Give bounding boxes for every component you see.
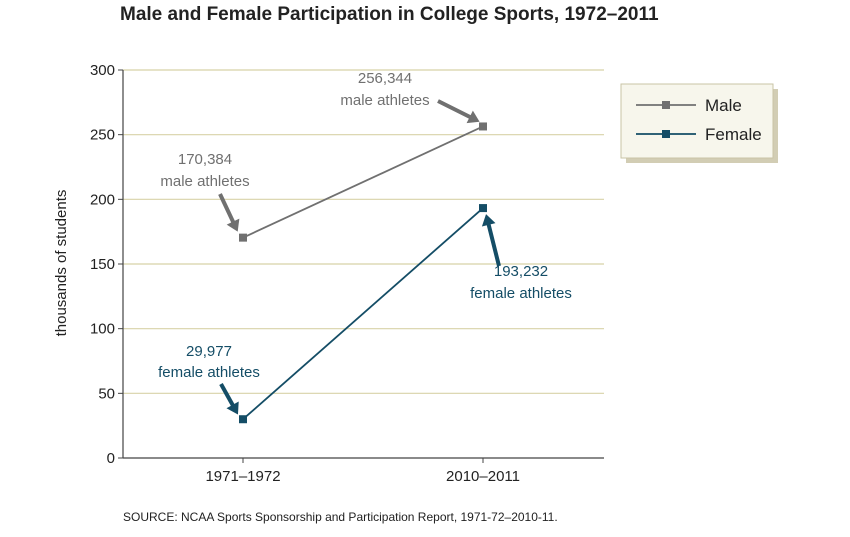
series-line-male [242,125,484,239]
annotation-arrows [218,99,501,415]
annotation-arrow-head [226,401,239,415]
annotation-arrow-head [481,214,496,227]
annotation-arrow-head [466,110,480,124]
annotations: 170,384 male athletes 256,344 male athletes… [158,70,572,381]
legend-marker-female [662,130,670,138]
source-note: SOURCE: NCAA Sports Sponsorship and Part… [123,510,558,524]
x-tick-label: 2010–2011 [446,468,520,485]
y-tick-label: 100 [90,321,115,338]
data-point-female [479,204,487,213]
legend-box [620,83,774,159]
annotation-text: male athletes [160,173,249,190]
annotation-arrow-shaft [485,217,501,267]
annotation-text: 193,232 [494,263,548,280]
annotation-text: 29,977 [186,343,232,360]
annotation-text: female athletes [158,364,260,381]
annotation-arrow-shaft [437,99,477,122]
y-axis-label: thousands of students [53,190,70,337]
x-tick-labels: 1971–1972 2010–2011 [205,468,520,485]
annotation-text: male athletes [340,92,429,109]
chart-title: Male and Female Participation in College… [120,4,659,25]
y-tick-label: 0 [107,450,115,467]
annotation-text: 170,384 [178,151,232,168]
y-tick-label: 250 [90,127,115,144]
axes [118,69,604,463]
data-point-male [479,122,487,131]
annotation-text: female athletes [470,285,572,302]
x-tick-label: 1971–1972 [205,468,280,485]
annotation-text: 256,344 [358,70,412,87]
y-tick-label: 50 [98,385,115,402]
annotation-arrow-head [226,218,240,232]
legend-marker-male [662,101,670,109]
legend: Male Female [620,83,778,163]
y-tick-labels: 0 50 100 150 200 250 300 [90,62,115,467]
grid-lines [123,69,604,394]
legend-label-female: Female [705,125,762,144]
data-point-female [239,415,247,424]
series-line-female [242,207,484,420]
y-tick-label: 150 [90,256,115,273]
y-tick-label: 200 [90,191,115,208]
data-point-male [239,233,247,242]
y-tick-label: 300 [90,62,115,79]
series-lines [239,122,487,424]
legend-label-male: Male [705,96,742,115]
